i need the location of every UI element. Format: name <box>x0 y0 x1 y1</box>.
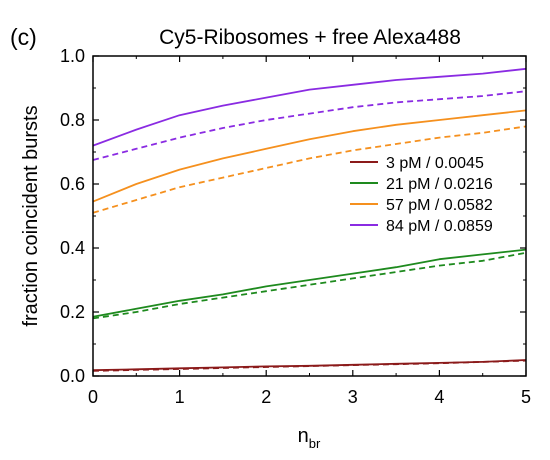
series-3-dashed-line <box>92 125 527 214</box>
series-2-dashed-line <box>92 251 527 320</box>
y-tick-label: 0.6 <box>60 174 85 194</box>
x-axis-label: nbr <box>298 425 321 451</box>
x-tick-label: 4 <box>434 387 444 407</box>
y-axis-label: fraction coincident bursts <box>20 105 42 326</box>
plot-frame <box>92 55 527 377</box>
x-axis-label-subscript: br <box>309 436 321 451</box>
y-axis-ticks: 0.0 0.2 0.4 0.6 0.8 1.0 <box>60 46 526 386</box>
y-tick-label: 1.0 <box>60 46 85 66</box>
series-4-solid-line <box>92 67 527 147</box>
y-tick-label: 0.2 <box>60 302 85 322</box>
series-layer <box>92 67 527 372</box>
legend: 3 pM / 0.0045 21 pM / 0.0216 57 pM / 0.058… <box>350 155 493 235</box>
panel-label: (c) <box>10 24 37 50</box>
series-3-solid-line <box>92 109 527 203</box>
x-tick-label: 0 <box>88 387 98 407</box>
x-tick-label: 2 <box>261 387 271 407</box>
legend-label: 21 pM / 0.0216 <box>386 176 493 193</box>
y-tick-label: 0.0 <box>60 366 85 386</box>
x-axis-label-main: n <box>298 425 309 447</box>
legend-label: 57 pM / 0.0582 <box>386 197 493 214</box>
series-2-solid-line <box>92 248 527 318</box>
legend-label: 3 pM / 0.0045 <box>386 155 484 172</box>
x-tick-label: 3 <box>348 387 358 407</box>
chart-title: Cy5-Ribosomes + free Alexa488 <box>159 26 461 49</box>
series-1-solid-line <box>92 359 527 372</box>
x-axis-ticks: 0 1 2 3 4 5 <box>88 56 531 407</box>
x-tick-label: 5 <box>521 387 531 407</box>
legend-label: 84 pM / 0.0859 <box>386 218 493 235</box>
series-4-dashed-line <box>92 90 527 161</box>
y-tick-label: 0.4 <box>60 238 85 258</box>
x-tick-label: 1 <box>175 387 185 407</box>
y-tick-label: 0.8 <box>60 110 85 130</box>
